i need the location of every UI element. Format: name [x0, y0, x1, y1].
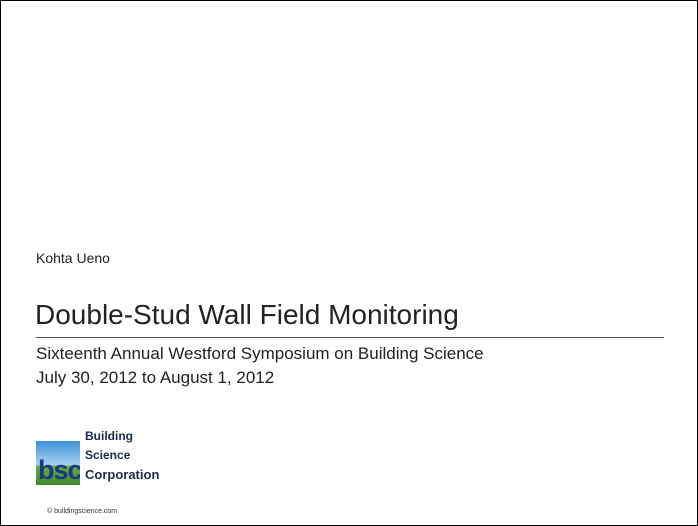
divider	[36, 337, 664, 338]
logo-name: Science	[85, 448, 131, 462]
logo-name: Corporation	[85, 467, 160, 482]
slide-title: Double-Stud Wall Field Monitoring	[35, 299, 459, 330]
author: Kohta Ueno	[36, 250, 110, 266]
logo-mark-box: bsc	[36, 441, 80, 485]
subtitle-line: Sixteenth Annual Westford Symposium on B…	[36, 344, 484, 363]
logo-mark: bsc	[38, 455, 80, 485]
subtitle-line: July 30, 2012 to August 1, 2012	[36, 368, 275, 387]
logo-name: Building	[85, 429, 133, 443]
logo-site: © buildingscience.com	[47, 508, 118, 515]
